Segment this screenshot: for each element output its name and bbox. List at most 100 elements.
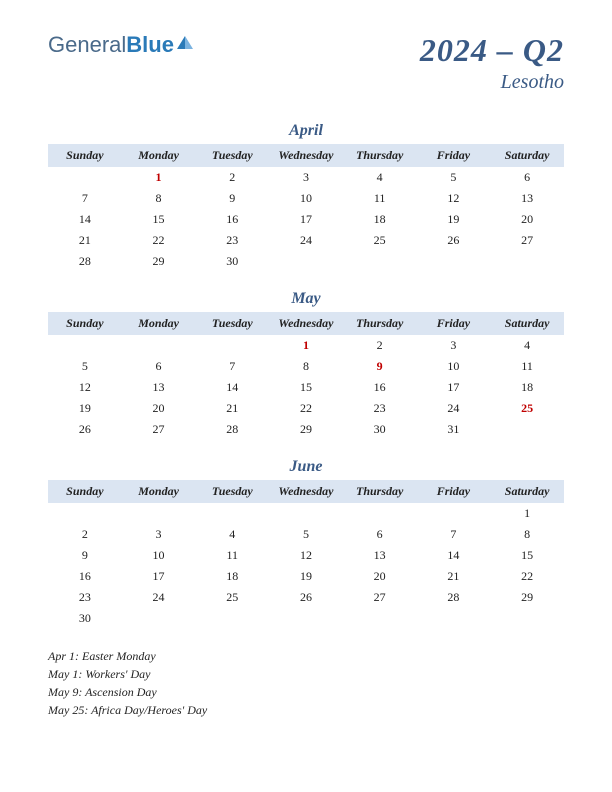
calendar-day: 5 (417, 167, 491, 188)
calendar-day: 8 (122, 188, 196, 209)
calendar-day: 24 (122, 587, 196, 608)
calendar-day: 20 (490, 209, 564, 230)
calendar-row: 567891011 (48, 356, 564, 377)
calendar-day: 16 (343, 377, 417, 398)
calendar-day: 8 (269, 356, 343, 377)
calendar-day (195, 503, 269, 524)
calendar-day: 24 (417, 398, 491, 419)
calendar-day: 30 (195, 251, 269, 272)
weekday-header: Thursday (343, 312, 417, 335)
calendar-day: 8 (490, 524, 564, 545)
calendar-day (490, 608, 564, 629)
calendar-day: 18 (195, 566, 269, 587)
calendar-day: 15 (269, 377, 343, 398)
calendar-day (48, 335, 122, 356)
calendar-day: 25 (195, 587, 269, 608)
calendar-day: 4 (343, 167, 417, 188)
calendar-day: 21 (195, 398, 269, 419)
calendar-day: 12 (48, 377, 122, 398)
weekday-header: Thursday (343, 144, 417, 167)
calendar-day: 22 (122, 230, 196, 251)
calendar-day: 9 (48, 545, 122, 566)
calendar-day: 6 (122, 356, 196, 377)
weekday-header: Wednesday (269, 480, 343, 503)
calendar-day: 14 (417, 545, 491, 566)
calendar-row: 21222324252627 (48, 230, 564, 251)
calendar-day: 10 (417, 356, 491, 377)
calendar-day: 1 (122, 167, 196, 188)
calendar-day (195, 608, 269, 629)
calendar-day: 17 (417, 377, 491, 398)
calendar-day: 29 (122, 251, 196, 272)
weekday-header: Sunday (48, 480, 122, 503)
calendar-day (417, 251, 491, 272)
weekday-header: Saturday (490, 144, 564, 167)
calendar-day: 7 (48, 188, 122, 209)
calendar-day (269, 608, 343, 629)
weekday-header: Tuesday (195, 312, 269, 335)
calendar-day: 14 (48, 209, 122, 230)
calendar-day: 28 (417, 587, 491, 608)
calendar-day: 21 (417, 566, 491, 587)
calendar-day: 27 (122, 419, 196, 440)
calendar-day: 2 (343, 335, 417, 356)
calendar-day: 13 (343, 545, 417, 566)
calendar-day: 23 (48, 587, 122, 608)
calendar-day: 26 (417, 230, 491, 251)
calendar-day: 15 (490, 545, 564, 566)
month-name: May (48, 290, 564, 308)
calendar-day: 4 (195, 524, 269, 545)
calendar-day: 24 (269, 230, 343, 251)
calendar-row: 19202122232425 (48, 398, 564, 419)
header: GeneralBlue 2024 – Q2 Lesotho (48, 32, 564, 94)
weekday-header: Wednesday (269, 144, 343, 167)
calendar-day: 27 (343, 587, 417, 608)
calendar-day: 13 (490, 188, 564, 209)
calendar-day (490, 251, 564, 272)
calendar-row: 12131415161718 (48, 377, 564, 398)
calendar-row: 23242526272829 (48, 587, 564, 608)
calendar-day: 9 (195, 188, 269, 209)
calendars-container: AprilSundayMondayTuesdayWednesdayThursda… (48, 122, 564, 629)
calendar-day: 5 (48, 356, 122, 377)
month-name: June (48, 458, 564, 476)
holiday-line: May 9: Ascension Day (48, 683, 564, 701)
holidays-list: Apr 1: Easter MondayMay 1: Workers' DayM… (48, 647, 564, 719)
calendar-day: 12 (269, 545, 343, 566)
calendar-day: 20 (122, 398, 196, 419)
weekday-header: Wednesday (269, 312, 343, 335)
weekday-header: Saturday (490, 480, 564, 503)
calendar-day: 18 (343, 209, 417, 230)
weekday-header: Monday (122, 144, 196, 167)
weekday-header: Tuesday (195, 480, 269, 503)
calendar-day: 23 (343, 398, 417, 419)
weekday-header: Monday (122, 480, 196, 503)
calendar-day: 20 (343, 566, 417, 587)
logo-icon (176, 32, 194, 58)
calendar-day: 25 (490, 398, 564, 419)
title-block: 2024 – Q2 Lesotho (420, 32, 564, 94)
calendar-day: 16 (195, 209, 269, 230)
calendar-day: 13 (122, 377, 196, 398)
weekday-header: Friday (417, 480, 491, 503)
calendar-day: 28 (48, 251, 122, 272)
calendar-day (417, 608, 491, 629)
calendar-day: 12 (417, 188, 491, 209)
calendar-day (48, 167, 122, 188)
calendar-row: 1 (48, 503, 564, 524)
calendar-day: 22 (269, 398, 343, 419)
calendar-day: 26 (48, 419, 122, 440)
holiday-line: Apr 1: Easter Monday (48, 647, 564, 665)
calendar-day: 9 (343, 356, 417, 377)
month-block: JuneSundayMondayTuesdayWednesdayThursday… (48, 458, 564, 629)
calendar-day: 19 (48, 398, 122, 419)
calendar-day: 28 (195, 419, 269, 440)
calendar-day: 17 (269, 209, 343, 230)
calendar-day (343, 608, 417, 629)
calendar-day: 23 (195, 230, 269, 251)
calendar-row: 262728293031 (48, 419, 564, 440)
calendar-day: 7 (195, 356, 269, 377)
calendar-row: 30 (48, 608, 564, 629)
logo-text-general: General (48, 32, 126, 58)
calendar-day: 31 (417, 419, 491, 440)
